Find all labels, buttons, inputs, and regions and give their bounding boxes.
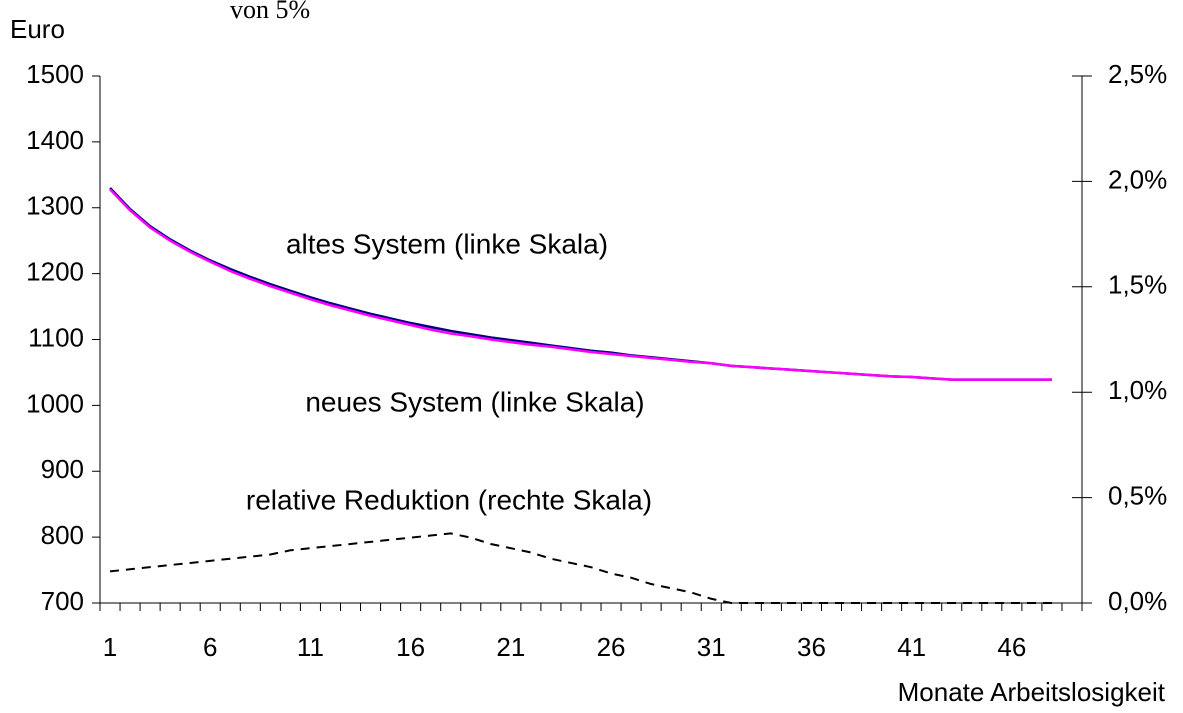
y2-tick-label: 2,0% bbox=[1108, 164, 1167, 194]
y-tick-label: 1100 bbox=[28, 322, 84, 352]
x-tick-label: 21 bbox=[496, 632, 525, 662]
y-tick-label: 800 bbox=[41, 520, 84, 550]
y2-tick-label: 1,0% bbox=[1108, 375, 1167, 405]
chart-title: von 5% bbox=[230, 0, 310, 24]
y-tick-label: 900 bbox=[41, 454, 84, 484]
y2-tick-label: 0,0% bbox=[1108, 586, 1167, 616]
y-tick-label: 1300 bbox=[26, 191, 84, 221]
series-line bbox=[109, 532, 1052, 604]
annotation: neues System (linke Skala) bbox=[305, 386, 644, 417]
y2-tick-label: 0,5% bbox=[1108, 480, 1167, 510]
y-tick-label: 1400 bbox=[26, 125, 84, 155]
x-tick-label: 26 bbox=[597, 632, 626, 662]
y-axis-label: Euro bbox=[10, 14, 65, 44]
x-tick-label: 6 bbox=[203, 632, 217, 662]
x-tick-label: 46 bbox=[997, 632, 1026, 662]
series-line bbox=[109, 188, 1052, 381]
x-tick-label: 41 bbox=[897, 632, 926, 662]
x-tick-label: 16 bbox=[396, 632, 425, 662]
y-tick-label: 1000 bbox=[26, 388, 84, 418]
y-tick-label: 1500 bbox=[26, 59, 84, 89]
x-tick-label: 11 bbox=[297, 632, 324, 662]
x-tick-label: 1 bbox=[103, 632, 117, 662]
annotation: relative Reduktion (rechte Skala) bbox=[246, 484, 652, 515]
annotation: altes System (linke Skala) bbox=[286, 228, 608, 259]
y2-tick-label: 1,5% bbox=[1108, 270, 1167, 300]
x-tick-label: 31 bbox=[697, 632, 726, 662]
y-tick-label: 700 bbox=[41, 586, 84, 616]
x-tick-label: 36 bbox=[797, 632, 826, 662]
x-axis-label: Monate Arbeitslosigkeit bbox=[898, 677, 1166, 707]
y-tick-label: 1200 bbox=[26, 257, 84, 287]
y2-tick-label: 2,5% bbox=[1108, 59, 1167, 89]
